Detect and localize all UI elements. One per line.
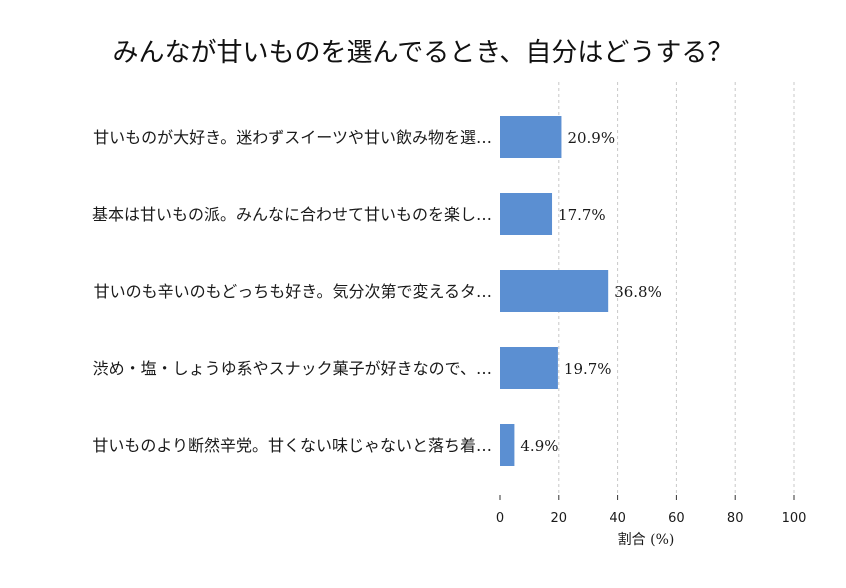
category-label-2: 基本は甘いもの派。みんなに合わせて甘いものを楽し… <box>92 205 492 224</box>
bar-3 <box>500 270 609 312</box>
category-label-4: 渋め・塩・しょうゆ系やスナック菓子が好きなので、… <box>93 359 492 378</box>
grid-lines <box>558 82 795 493</box>
bars <box>500 116 609 466</box>
bar-4 <box>500 347 558 389</box>
bar-5 <box>500 424 515 466</box>
x-tick-label-20: 20 <box>551 511 568 526</box>
value-label-4: 19.7% <box>564 360 612 378</box>
value-label-5: 4.9% <box>520 437 558 455</box>
x-axis-ticks: 0 20 40 60 80 100 <box>496 495 807 526</box>
category-label-3: 甘いのも辛いのもどっちも好き。気分次第で変えるタ… <box>94 282 492 301</box>
category-labels: 甘いものが大好き。迷わずスイーツや甘い飲み物を選… 基本は甘いもの派。みんなに合わ… <box>92 128 492 455</box>
x-axis-label: 割合 (%) <box>618 531 675 548</box>
x-tick-label-60: 60 <box>668 511 685 526</box>
x-tick-label-100: 100 <box>782 511 807 526</box>
category-label-5: 甘いものより断然辛党。甘くない味じゃないと落ち着… <box>92 436 492 455</box>
value-label-1: 20.9% <box>567 129 615 147</box>
chart-title: みんなが甘いものを選んでるとき、自分はどうする？ <box>113 38 734 68</box>
value-label-2: 17.7% <box>558 206 606 224</box>
x-tick-label-40: 40 <box>609 511 626 526</box>
x-tick-label-80: 80 <box>727 511 744 526</box>
value-labels: 20.9% 17.7% 36.8% 19.7% 4.9% <box>520 129 661 455</box>
bar-2 <box>500 193 553 235</box>
bar-1 <box>500 116 562 158</box>
x-tick-label-0: 0 <box>496 511 504 526</box>
value-label-3: 36.8% <box>614 283 662 301</box>
category-label-1: 甘いものが大好き。迷わずスイーツや甘い飲み物を選… <box>93 128 492 147</box>
